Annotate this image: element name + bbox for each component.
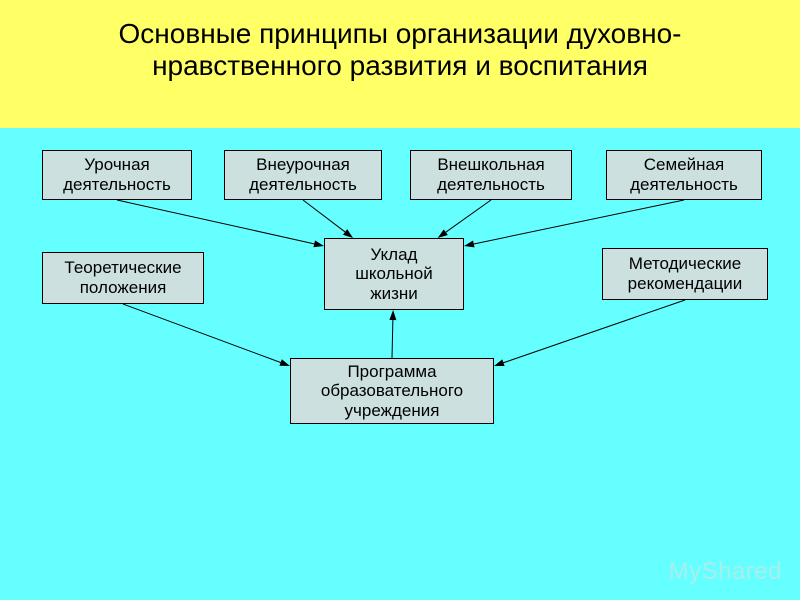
node-program: Программа образовательного учреждения bbox=[290, 358, 494, 424]
slide: Основные принципы организации духовно-нр… bbox=[0, 0, 800, 600]
node-school-life: Уклад школьной жизни bbox=[324, 238, 464, 310]
node-out-of-school: Внешкольная деятельность bbox=[410, 150, 572, 200]
title-band: Основные принципы организации духовно-нр… bbox=[0, 0, 800, 128]
node-theoretical: Теоретические положения bbox=[42, 252, 204, 304]
node-lesson-activity: Урочная деятельность bbox=[42, 150, 192, 200]
node-extracurricular: Внеурочная деятельность bbox=[224, 150, 382, 200]
node-methodical: Методические рекомендации bbox=[602, 248, 768, 300]
node-family-activity: Семейная деятельность bbox=[606, 150, 762, 200]
slide-title: Основные принципы организации духовно-нр… bbox=[28, 18, 772, 82]
